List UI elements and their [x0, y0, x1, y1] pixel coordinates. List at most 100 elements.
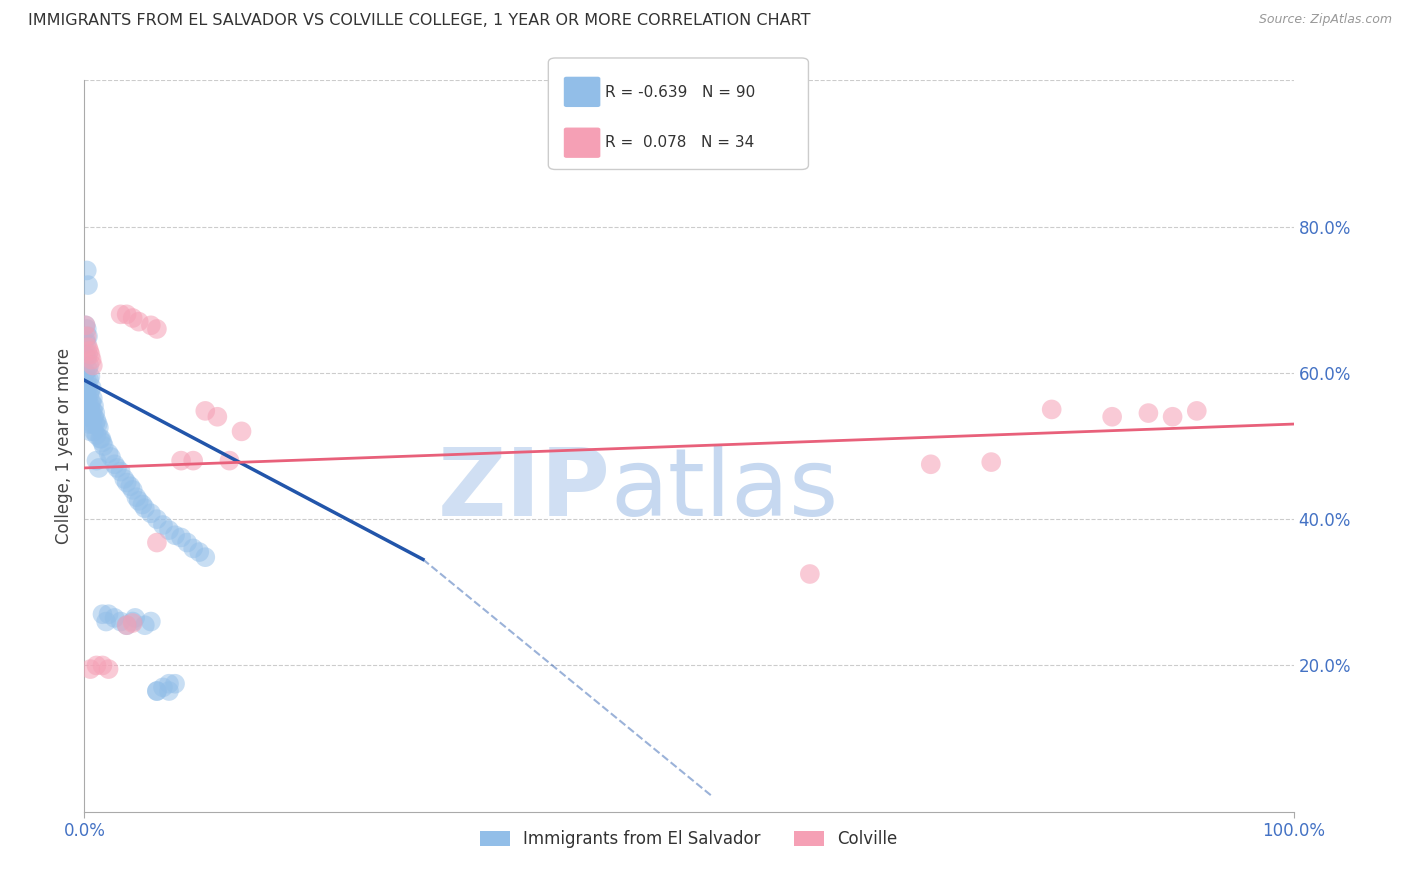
Point — [181, 541, 204, 556]
Point — [104, 457, 127, 471]
Point — [79, 409, 101, 424]
Text: ZIP: ZIP — [437, 444, 610, 536]
Point — [82, 359, 104, 373]
Point — [157, 523, 180, 537]
Point — [110, 465, 132, 479]
Point — [75, 318, 97, 333]
Point — [80, 352, 103, 367]
Point — [79, 369, 101, 384]
Point — [139, 615, 162, 629]
Point — [128, 494, 150, 508]
Point — [194, 404, 217, 418]
Point — [139, 318, 162, 333]
Point — [146, 684, 169, 698]
Point — [97, 607, 120, 622]
Point — [121, 615, 143, 630]
Point — [82, 417, 104, 431]
Point — [104, 611, 127, 625]
Point — [1185, 404, 1208, 418]
Point — [86, 428, 108, 442]
Point — [76, 322, 98, 336]
Point — [80, 395, 103, 409]
Point — [76, 388, 98, 402]
Point — [120, 479, 142, 493]
Point — [128, 315, 150, 329]
Text: Source: ZipAtlas.com: Source: ZipAtlas.com — [1258, 13, 1392, 27]
Point — [76, 351, 98, 366]
Point — [124, 611, 146, 625]
Point — [77, 343, 100, 358]
Point — [181, 453, 204, 467]
Point — [80, 380, 103, 394]
Point — [207, 409, 229, 424]
Point — [79, 662, 101, 676]
Point — [115, 618, 138, 632]
Point — [77, 329, 100, 343]
Point — [94, 615, 117, 629]
Point — [152, 518, 174, 533]
Point — [110, 307, 132, 321]
Point — [125, 490, 148, 504]
Point — [79, 384, 101, 399]
Point — [115, 475, 138, 490]
Point — [86, 413, 108, 427]
Point — [84, 406, 107, 420]
Point — [77, 359, 100, 373]
Point — [188, 545, 211, 559]
Point — [91, 435, 114, 450]
Point — [146, 684, 169, 698]
Point — [157, 676, 180, 690]
Text: R =  0.078   N = 34: R = 0.078 N = 34 — [605, 136, 754, 150]
Point — [87, 461, 110, 475]
Point — [75, 347, 97, 362]
Point — [134, 501, 156, 516]
Point — [1161, 409, 1184, 424]
Point — [97, 446, 120, 460]
Point — [152, 681, 174, 695]
Text: R = -0.639   N = 90: R = -0.639 N = 90 — [605, 86, 755, 100]
Point — [231, 425, 253, 439]
Point — [77, 388, 100, 402]
Legend: Immigrants from El Salvador, Colville: Immigrants from El Salvador, Colville — [474, 823, 904, 855]
Point — [77, 278, 100, 293]
Point — [75, 333, 97, 347]
Point — [76, 402, 98, 417]
Point — [79, 399, 101, 413]
Point — [146, 535, 169, 549]
Point — [77, 362, 100, 376]
Point — [91, 607, 114, 622]
Point — [80, 406, 103, 420]
Point — [134, 618, 156, 632]
Point — [1101, 409, 1123, 424]
Point — [86, 417, 108, 431]
Point — [980, 455, 1002, 469]
Point — [218, 453, 240, 467]
Point — [176, 535, 198, 549]
Point — [157, 684, 180, 698]
Point — [89, 432, 111, 446]
Point — [76, 329, 98, 343]
Point — [86, 658, 108, 673]
Point — [75, 366, 97, 380]
Point — [75, 409, 97, 424]
Point — [97, 662, 120, 676]
Point — [110, 615, 132, 629]
Text: atlas: atlas — [610, 444, 838, 536]
Point — [93, 439, 115, 453]
Point — [90, 432, 112, 446]
Point — [112, 472, 135, 486]
Point — [75, 380, 97, 394]
Point — [82, 404, 104, 418]
Y-axis label: College, 1 year or more: College, 1 year or more — [55, 348, 73, 544]
Point — [83, 425, 105, 439]
Point — [115, 307, 138, 321]
Point — [77, 347, 100, 362]
Point — [170, 530, 193, 544]
Point — [194, 550, 217, 565]
Text: IMMIGRANTS FROM EL SALVADOR VS COLVILLE COLLEGE, 1 YEAR OR MORE CORRELATION CHAR: IMMIGRANTS FROM EL SALVADOR VS COLVILLE … — [28, 13, 811, 29]
Point — [83, 399, 105, 413]
Point — [100, 450, 122, 464]
Point — [76, 336, 98, 351]
Point — [77, 395, 100, 409]
Point — [115, 618, 138, 632]
